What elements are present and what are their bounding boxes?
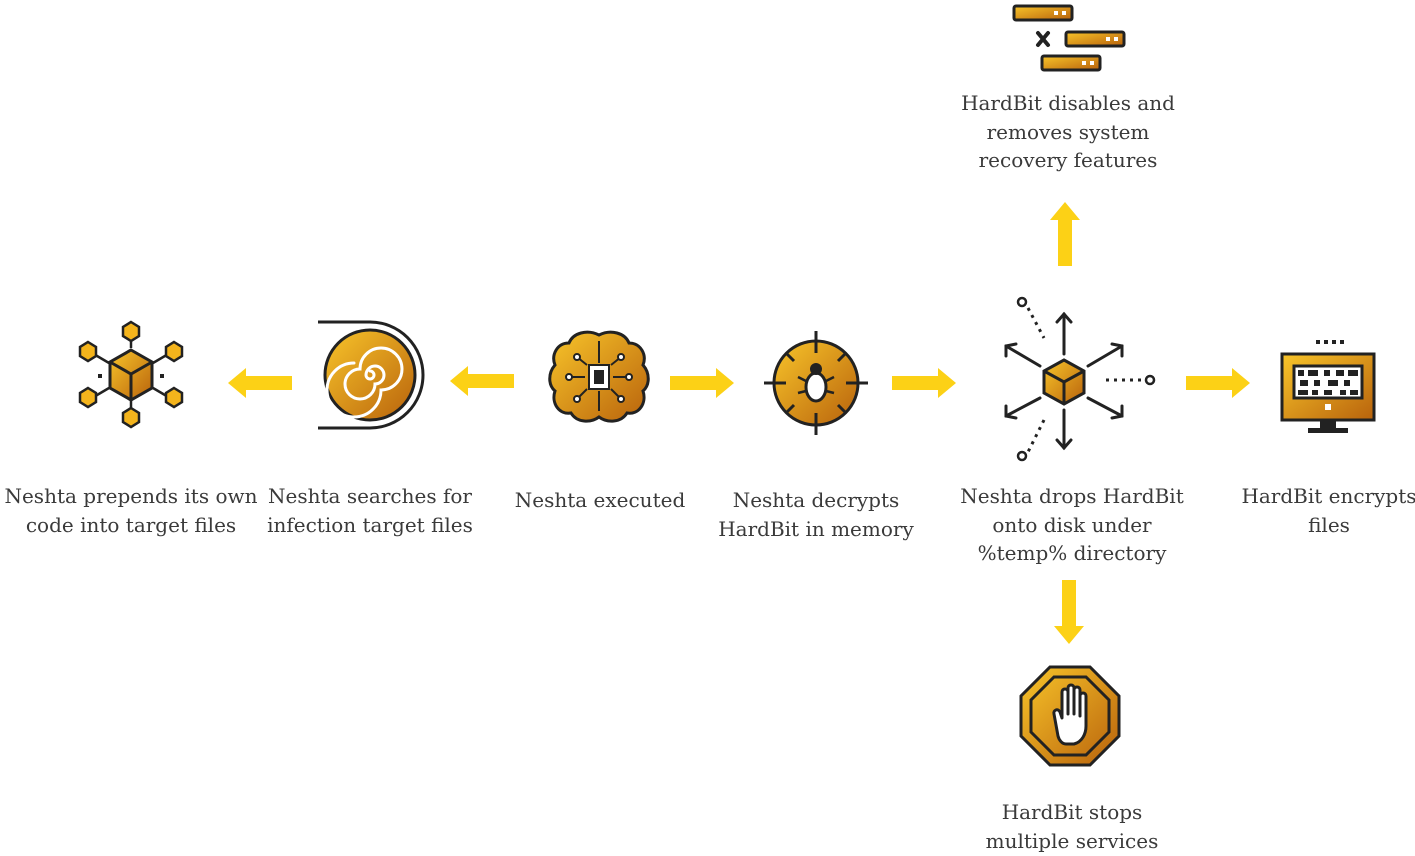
arrow-to-search [450,366,514,396]
arrow-to-recovery [1050,202,1080,266]
arrow-to-prepend [228,368,292,398]
stop-hand-icon [1019,665,1121,767]
arrow-to-services [1054,580,1084,644]
spiral-disc-icon [318,320,425,430]
search-label: Neshta searches for infection target file… [267,484,473,537]
encrypt-label: HardBit encrypts files [1241,484,1415,537]
prepend-label: Neshta prepends its own code into target … [4,484,258,537]
arrow-to-drop [892,368,956,398]
bug-target-icon [764,331,868,435]
decrypt-label: Neshta decrypts HardBit in memory [718,488,914,541]
cube-explode-icon [1004,296,1156,462]
arrow-to-encrypt [1186,368,1250,398]
drop-label: Neshta drops HardBit onto disk under %temp… [960,484,1184,565]
encrypted-monitor-icon [1280,340,1376,433]
brain-chip-icon [548,330,650,423]
arrow-to-decrypt [670,368,734,398]
executed-label: Neshta executed [514,488,686,512]
recovery-label: HardBit disables and removes system recove… [961,91,1175,172]
services-label: HardBit stops multiple services [985,800,1159,853]
network-cube-icon [78,320,184,429]
removed-blocks-icon [1012,4,1126,72]
